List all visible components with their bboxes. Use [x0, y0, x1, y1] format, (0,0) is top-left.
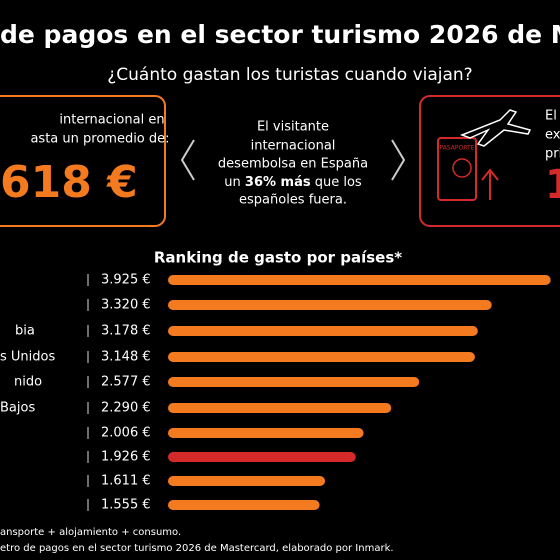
value-label: 3.320 €: [101, 298, 151, 313]
passport-label: PASAPORTE: [440, 145, 475, 152]
category-label: bia: [15, 324, 35, 339]
value-label: 3.925 €: [101, 273, 151, 288]
middle-line: españoles fuera.: [239, 193, 347, 208]
plane-icon: [459, 109, 532, 147]
passport-icon: [437, 137, 477, 201]
bar: [168, 500, 320, 510]
text-part: un: [224, 175, 245, 190]
value-label: 1.926 €: [101, 450, 151, 465]
arrow-icon: [481, 168, 499, 200]
title: de pagos en el sector turismo 2026 de M: [0, 20, 560, 49]
right-box: [419, 95, 560, 227]
right-line: pri: [545, 147, 560, 162]
category-label: nido: [14, 375, 42, 390]
bar: [168, 352, 475, 362]
bar: [168, 452, 356, 462]
value-label: 2.006 €: [101, 426, 151, 441]
middle-line: internacional: [251, 139, 336, 154]
left-box: [0, 95, 166, 227]
left-amount: 618 €: [0, 157, 138, 208]
footnote: etro de pagos en el sector turismo 2026 …: [0, 543, 394, 554]
left-line: asta un promedio de:: [30, 132, 169, 147]
subtitle: ¿Cuánto gastan los turistas cuando viaja…: [107, 65, 472, 85]
right-line: El: [545, 109, 557, 124]
bar: [168, 275, 551, 285]
value-label: 2.290 €: [101, 401, 151, 416]
globe-icon: [452, 158, 472, 178]
bar: [168, 326, 478, 336]
text-bold: 36% más: [245, 175, 311, 190]
chart-title: Ranking de gasto por países*: [154, 249, 402, 267]
value-label: 1.611 €: [101, 474, 151, 489]
footnote: ansporte + alojamiento + consumo.: [0, 527, 181, 538]
middle-line: El visitante: [257, 120, 329, 135]
value-label: 3.148 €: [101, 350, 151, 365]
middle-line: desembolsa en España: [218, 157, 368, 172]
right-line: ex: [545, 128, 560, 143]
value-label: 2.577 €: [101, 375, 151, 390]
chevron-left: [180, 139, 195, 181]
category-label: s Unidos: [0, 350, 55, 365]
left-line: internacional en: [59, 113, 164, 128]
text-part: que los: [311, 175, 362, 190]
chevron-right: [391, 139, 406, 181]
bar: [168, 403, 392, 413]
value-label: 3.178 €: [101, 324, 151, 339]
bar: [168, 428, 364, 438]
bar: [168, 476, 326, 486]
bar: [168, 377, 420, 387]
value-label: 1.555 €: [101, 498, 151, 513]
category-label: Bajos: [0, 401, 35, 416]
middle-line: un 36% más que los: [224, 175, 362, 190]
right-amount: 1: [545, 162, 560, 208]
bar: [168, 300, 492, 310]
